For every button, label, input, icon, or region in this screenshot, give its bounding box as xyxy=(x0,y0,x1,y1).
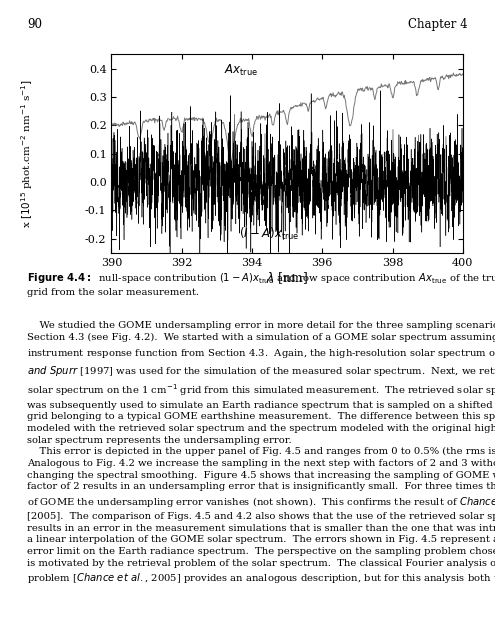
Text: $(I-A)x_\mathrm{true}$: $(I-A)x_\mathrm{true}$ xyxy=(239,226,300,242)
Text: We studied the GOME undersampling error in more detail for the three sampling sc: We studied the GOME undersampling error … xyxy=(27,321,495,586)
Text: Chapter 4: Chapter 4 xyxy=(408,18,468,31)
Text: $\mathbf{Figure\ 4.4:}$  null-space contribution $(1-A)x_\mathrm{true}$ and row : $\mathbf{Figure\ 4.4:}$ null-space contr… xyxy=(27,270,495,298)
Text: $Ax_\mathrm{true}$: $Ax_\mathrm{true}$ xyxy=(224,63,258,79)
Text: x $[10^{15}$ phot.cm$^{-2}$ nm$^{-1}$ s$^{-1}]$: x $[10^{15}$ phot.cm$^{-2}$ nm$^{-1}$ s$… xyxy=(19,79,35,228)
X-axis label: $\lambda$ [nm]: $\lambda$ [nm] xyxy=(266,271,308,286)
Text: 90: 90 xyxy=(27,18,42,31)
